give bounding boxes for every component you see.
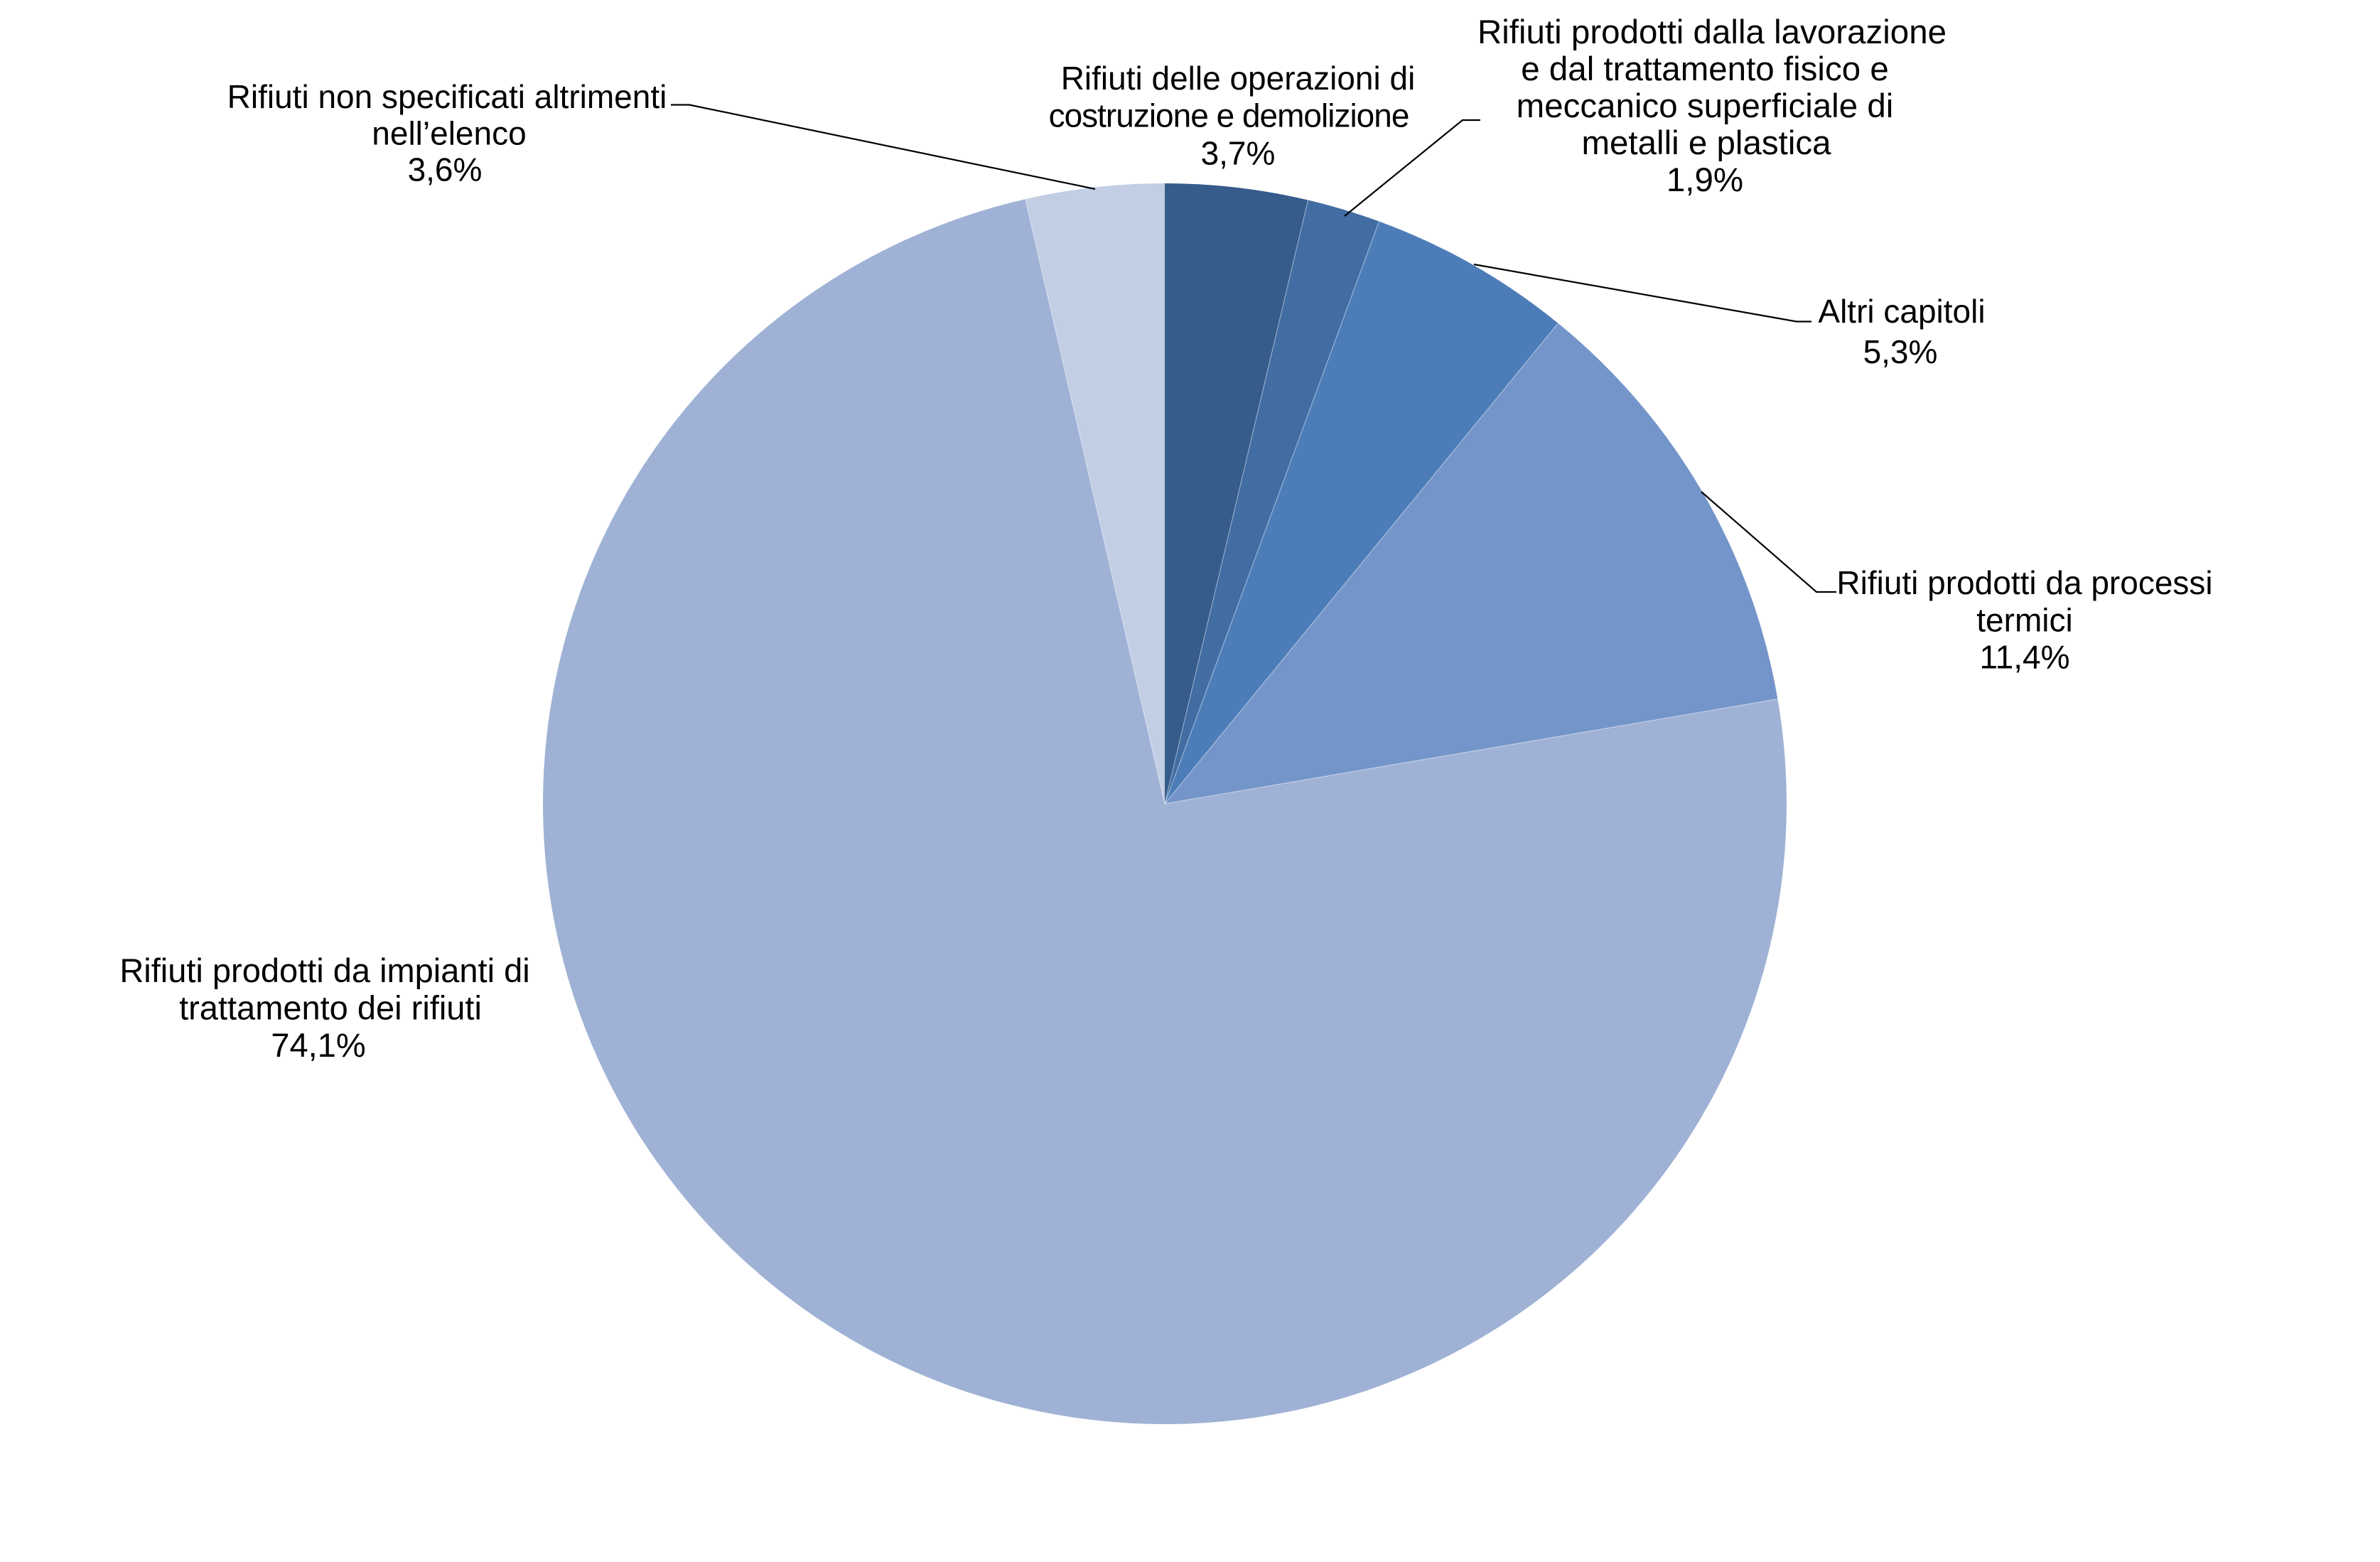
svg-text:11,4%: 11,4%	[1979, 639, 2069, 676]
svg-text:meccanico superficiale di: meccanico superficiale di	[1517, 87, 1894, 125]
svg-text:Rifiuti prodotti dalla lavoraz: Rifiuti prodotti dalla lavorazione	[1477, 14, 1946, 51]
svg-text:3,6%: 3,6%	[408, 151, 483, 188]
svg-text:nell’elenco: nell’elenco	[372, 115, 526, 152]
svg-text:e dal trattamento fisico e: e dal trattamento fisico e	[1521, 50, 1889, 88]
svg-text:Rifiuti delle operazioni di: Rifiuti delle operazioni di	[1061, 60, 1416, 97]
svg-text:Rifiuti prodotti da processi: Rifiuti prodotti da processi	[1836, 564, 2212, 601]
svg-text:Rifiuti prodotti da impianti d: Rifiuti prodotti da impianti di	[119, 952, 529, 989]
svg-text:termici: termici	[1976, 602, 2072, 639]
svg-text:trattamento dei rifiuti: trattamento dei rifiuti	[179, 989, 482, 1027]
svg-text:costruzione e demolizione: costruzione e demolizione	[1049, 97, 1409, 134]
svg-text:5,3%: 5,3%	[1863, 333, 1938, 370]
svg-text:Altri capitoli: Altri capitoli	[1818, 293, 1985, 330]
svg-text:74,1%: 74,1%	[271, 1026, 365, 1064]
svg-text:Rifiuti non specificati altrim: Rifiuti non specificati altrimenti	[227, 78, 667, 115]
svg-text:3,7%: 3,7%	[1201, 134, 1276, 171]
svg-text:1,9%: 1,9%	[1666, 161, 1743, 199]
svg-text:metalli e plastica: metalli e plastica	[1581, 124, 1831, 162]
